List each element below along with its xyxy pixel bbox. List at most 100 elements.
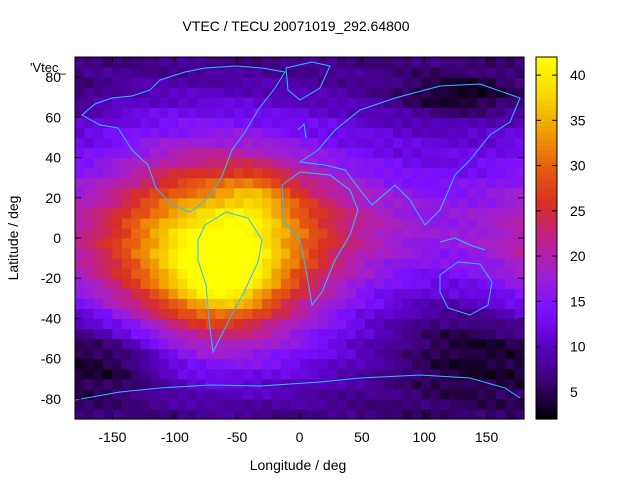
colorbar-segment <box>536 97 557 102</box>
heatmap-cell <box>121 368 132 380</box>
heatmap-cell <box>383 368 394 380</box>
heatmap-cell <box>149 107 160 118</box>
heatmap-cell <box>168 378 179 390</box>
heatmap-cell <box>140 278 151 289</box>
heatmap-cell <box>131 368 142 380</box>
heatmap-cell <box>421 358 432 370</box>
heatmap-cell <box>374 137 385 149</box>
colorbar-segment <box>536 406 557 412</box>
heatmap-cell <box>346 368 357 380</box>
heatmap-cell <box>327 278 338 289</box>
heatmap-cell <box>514 207 525 219</box>
heatmap-cell <box>383 77 394 88</box>
heatmap-cell <box>205 227 216 239</box>
heatmap-cell <box>336 368 347 380</box>
heatmap-cell <box>505 308 516 320</box>
heatmap-cell <box>430 207 441 219</box>
heatmap-cell <box>299 248 310 259</box>
heatmap-cell <box>514 268 525 279</box>
heatmap-cell <box>393 207 403 219</box>
heatmap-cell <box>243 227 254 239</box>
heatmap-cell <box>514 288 525 299</box>
heatmap-cell <box>299 338 310 350</box>
colorbar-segment <box>536 149 557 155</box>
heatmap-cell <box>393 278 403 289</box>
heatmap-cell <box>467 127 478 139</box>
heatmap-cell <box>383 388 394 400</box>
heatmap-cell <box>411 408 422 420</box>
heatmap-cell <box>205 238 216 249</box>
heatmap-cell <box>262 408 273 420</box>
heatmap-cell <box>467 398 478 410</box>
heatmap-cell <box>243 57 254 68</box>
heatmap-cell <box>103 308 114 320</box>
heatmap-cell <box>336 217 347 229</box>
heatmap-cell <box>486 398 497 410</box>
heatmap-cell <box>290 147 301 159</box>
heatmap-cell <box>421 67 432 78</box>
heatmap-cell <box>159 408 170 420</box>
heatmap-cell <box>467 137 478 149</box>
heatmap-cell <box>112 57 123 68</box>
heatmap-cell <box>262 217 273 229</box>
heatmap-cell <box>215 328 226 340</box>
heatmap-cell <box>280 97 291 108</box>
colorbar-segment <box>536 390 557 396</box>
heatmap-cell <box>355 77 366 88</box>
heatmap-cell <box>280 137 291 149</box>
heatmap-cell <box>262 127 273 139</box>
heatmap-cell <box>430 177 441 189</box>
heatmap-cell <box>336 328 347 340</box>
heatmap-cell <box>93 278 104 289</box>
heatmap-cell <box>75 57 85 68</box>
heatmap-cell <box>215 87 226 98</box>
heatmap-cell <box>252 127 263 139</box>
heatmap-cell <box>430 298 441 309</box>
heatmap-cell <box>149 217 160 229</box>
heatmap-cell <box>149 207 160 219</box>
heatmap-cell <box>168 77 179 88</box>
heatmap-cell <box>467 268 478 279</box>
heatmap-cell <box>75 127 85 139</box>
heatmap-cell <box>84 87 95 98</box>
heatmap-cell <box>84 408 95 420</box>
heatmap-cell <box>149 57 160 68</box>
heatmap-cell <box>280 408 291 420</box>
x-axis-label: Longitude / deg <box>250 457 347 473</box>
heatmap-cell <box>355 87 366 98</box>
heatmap-cell <box>477 238 488 249</box>
heatmap-cell <box>205 388 216 400</box>
heatmap-cell <box>430 157 441 169</box>
heatmap-cell <box>430 378 441 390</box>
heatmap-cell <box>355 97 366 108</box>
heatmap-cell <box>514 258 525 269</box>
heatmap-cell <box>93 388 104 400</box>
heatmap-cell <box>383 177 394 189</box>
colorbar-segment <box>536 89 557 94</box>
heatmap-cell <box>271 368 282 380</box>
heatmap-cell <box>121 187 132 199</box>
heatmap-cell <box>393 107 403 118</box>
heatmap-cell <box>505 348 516 360</box>
heatmap-cell <box>458 238 469 249</box>
heatmap-cell <box>168 97 179 108</box>
colorbar-segment <box>536 298 557 303</box>
heatmap-cell <box>467 207 478 219</box>
heatmap-cell <box>93 338 104 350</box>
heatmap-cell <box>402 177 413 189</box>
heatmap-cell <box>205 268 216 279</box>
heatmap-cell <box>112 358 123 370</box>
heatmap-cell <box>131 227 142 239</box>
heatmap-cell <box>327 227 338 239</box>
heatmap-cell <box>393 348 403 360</box>
heatmap-cell <box>336 278 347 289</box>
heatmap-cell <box>84 127 95 139</box>
heatmap-cell <box>411 107 422 118</box>
heatmap-cell <box>449 298 460 309</box>
heatmap-cell <box>449 77 460 88</box>
heatmap-cell <box>252 368 263 380</box>
heatmap-cell <box>159 238 170 249</box>
heatmap-cell <box>112 258 123 269</box>
heatmap-cell <box>495 368 506 380</box>
heatmap-cell <box>112 107 123 118</box>
